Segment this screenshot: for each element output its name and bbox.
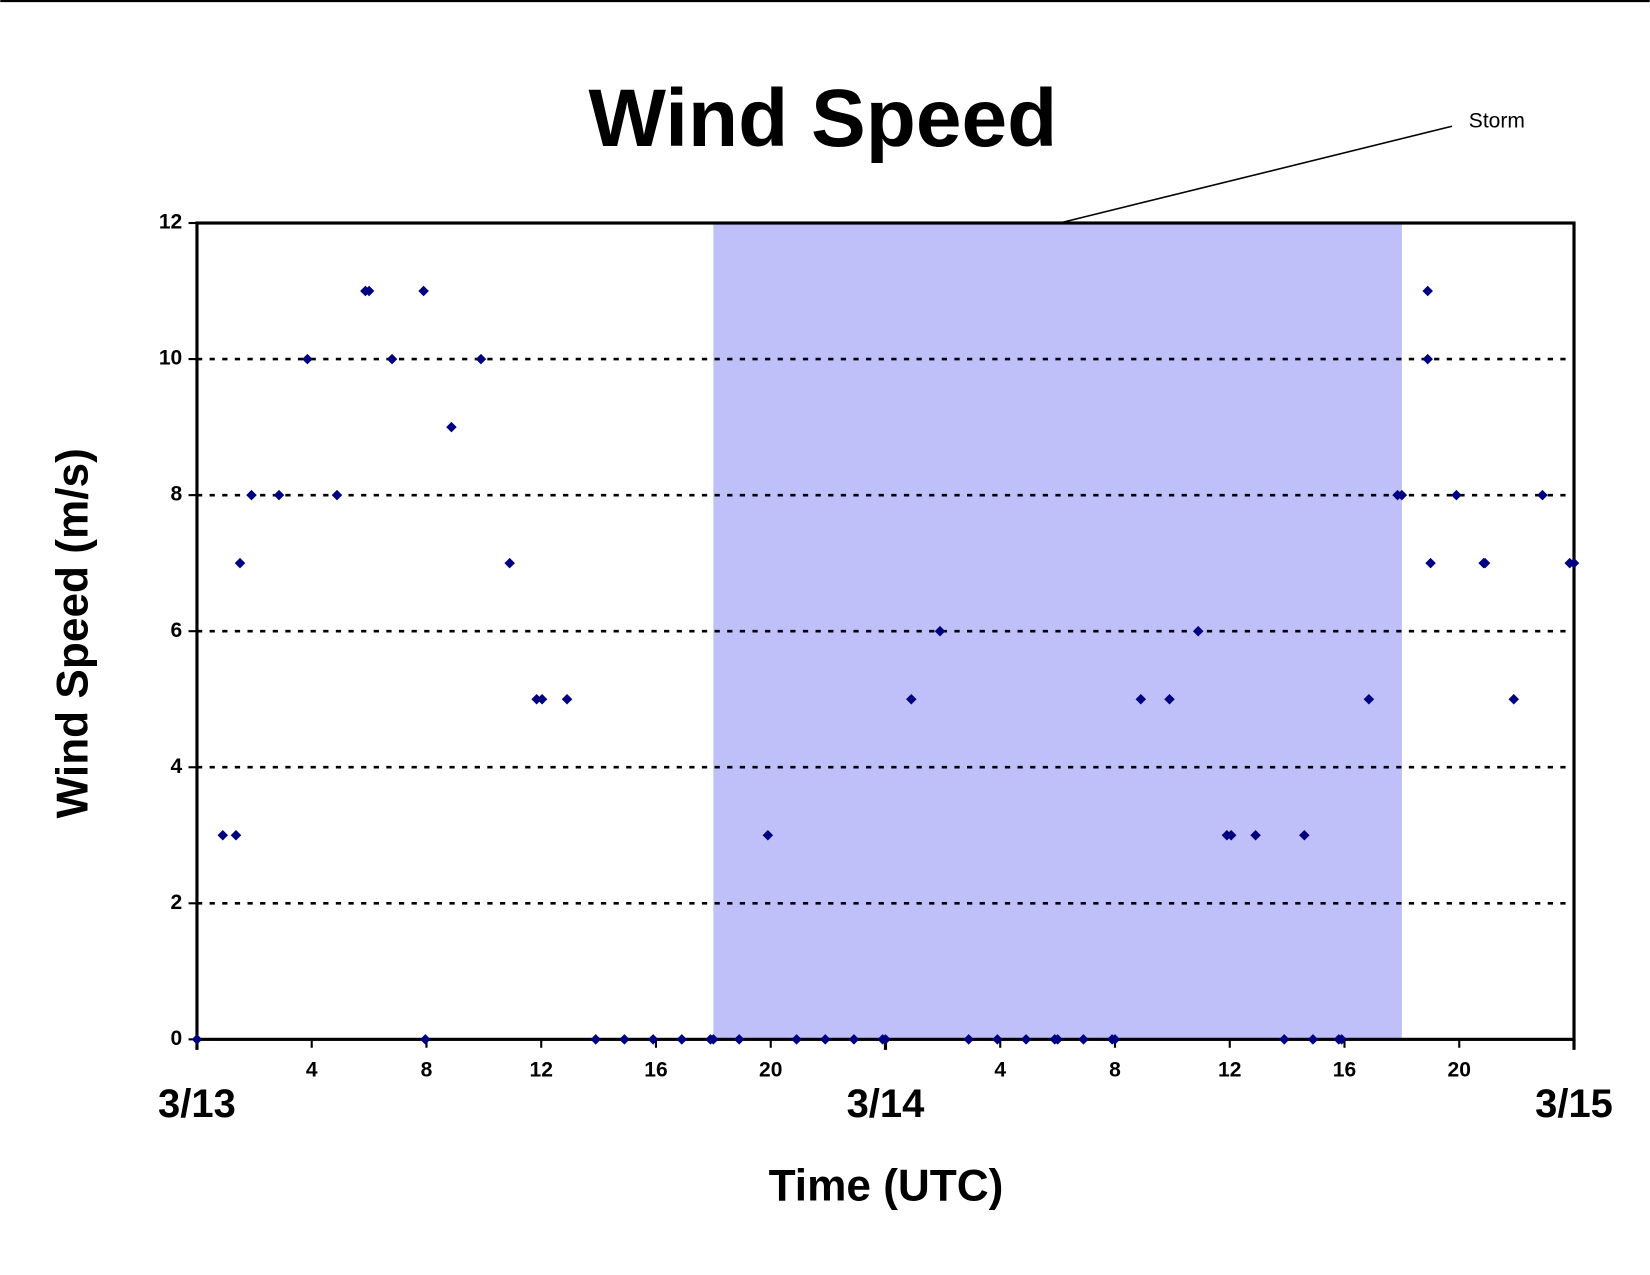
y-tick-label: 0 xyxy=(171,1027,183,1050)
y-tick-label: 8 xyxy=(171,483,183,506)
x-tick-label: 16 xyxy=(1333,1058,1356,1081)
y-tick-label: 12 xyxy=(159,211,182,234)
x-tick-label: 20 xyxy=(759,1058,782,1081)
data-point xyxy=(1422,353,1433,365)
data-point xyxy=(234,557,246,569)
y-tick-label: 4 xyxy=(171,755,183,778)
data-point xyxy=(1422,285,1433,297)
data-point xyxy=(475,353,487,365)
data-point xyxy=(217,830,229,841)
x-day-label: 3/14 xyxy=(847,1082,926,1126)
x-tick-label: 12 xyxy=(1218,1058,1241,1081)
data-point xyxy=(1135,693,1147,705)
x-tick-label: 8 xyxy=(1109,1058,1121,1081)
data-point xyxy=(590,1034,601,1045)
data-point xyxy=(386,353,398,365)
x-tick-label: 4 xyxy=(306,1058,318,1081)
x-axis-title: Time (UTC) xyxy=(769,1161,1004,1210)
data-point xyxy=(791,1034,802,1045)
data-point xyxy=(1299,830,1310,841)
data-point xyxy=(418,285,429,297)
data-point xyxy=(906,693,917,705)
data-point xyxy=(420,1034,431,1045)
data-point xyxy=(531,693,542,705)
y-axis-title: Wind Speed (m/s) xyxy=(49,448,98,818)
x-tick-label: 16 xyxy=(644,1058,667,1081)
data-point xyxy=(1425,557,1436,569)
x-day-label: 3/15 xyxy=(1535,1082,1613,1126)
data-point xyxy=(302,353,313,365)
data-point xyxy=(819,1034,831,1045)
data-point xyxy=(1225,830,1237,841)
data-point xyxy=(1250,830,1261,841)
data-point xyxy=(880,1034,891,1045)
data-point xyxy=(1537,489,1548,501)
chart-title: Wind Speed xyxy=(589,73,1058,164)
data-point xyxy=(1052,1034,1063,1045)
y-tick-label: 6 xyxy=(171,619,183,642)
x-tick-label: 12 xyxy=(530,1058,553,1081)
y-tick-label: 2 xyxy=(171,891,183,914)
data-point xyxy=(676,1034,688,1045)
annotation-label: Storm xyxy=(1469,110,1525,133)
annotation-line xyxy=(1059,125,1453,224)
data-point xyxy=(1508,693,1520,705)
data-point xyxy=(273,489,285,501)
data-point xyxy=(331,489,343,501)
data-point xyxy=(1479,557,1491,569)
data-point xyxy=(1192,625,1204,637)
data-point xyxy=(1336,1034,1347,1045)
data-point xyxy=(848,1034,860,1045)
data-point xyxy=(1020,1034,1032,1045)
x-tick-label: 20 xyxy=(1448,1058,1471,1081)
data-point xyxy=(934,625,946,637)
data-point xyxy=(504,557,515,569)
y-tick-label: 10 xyxy=(159,347,182,370)
data-point xyxy=(963,1034,974,1045)
data-point xyxy=(1396,489,1408,501)
data-point xyxy=(1109,1034,1121,1045)
data-point xyxy=(762,830,774,841)
data-point xyxy=(536,693,548,705)
data-point xyxy=(446,421,457,433)
data-point xyxy=(1451,489,1462,501)
data-point xyxy=(191,1034,203,1045)
data-point xyxy=(561,693,573,705)
data-point xyxy=(992,1034,1003,1045)
data-point xyxy=(733,1034,745,1045)
x-tick-label: 8 xyxy=(421,1058,433,1081)
x-tick-label: 4 xyxy=(994,1058,1006,1081)
x-day-label: 3/13 xyxy=(158,1082,236,1126)
data-point xyxy=(708,1034,719,1045)
data-point xyxy=(246,489,257,501)
data-point xyxy=(619,1034,630,1045)
data-point xyxy=(1278,1034,1290,1045)
data-point xyxy=(647,1034,659,1045)
data-point xyxy=(230,830,242,841)
